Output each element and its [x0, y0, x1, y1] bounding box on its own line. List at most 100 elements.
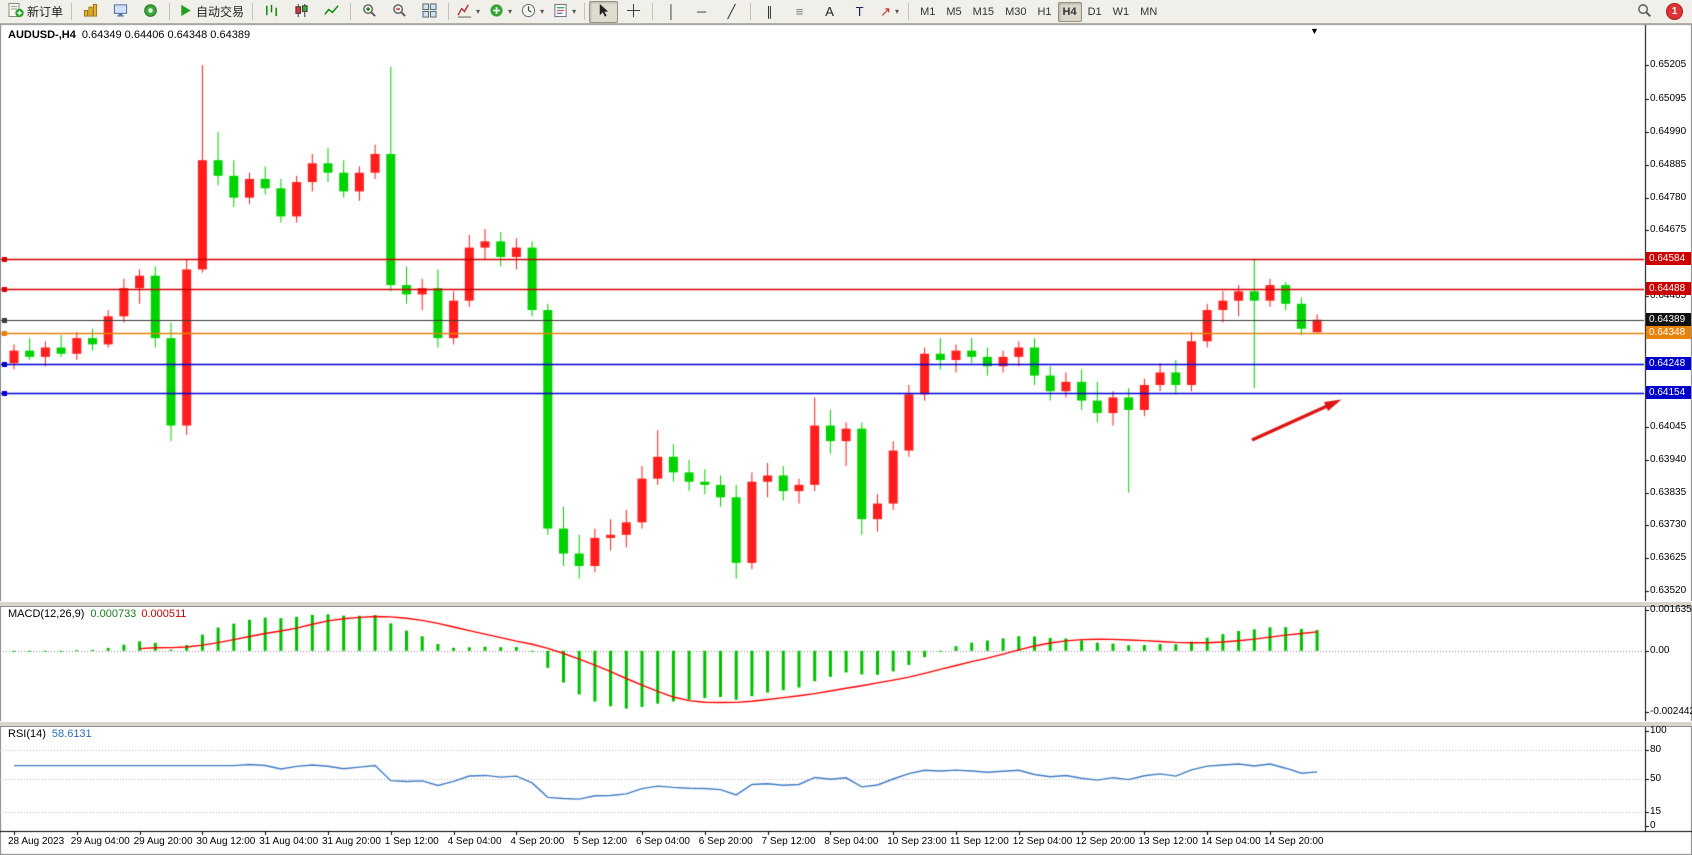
equidistant-channel-button[interactable]: ∥	[755, 1, 784, 23]
text-label-button[interactable]: T	[845, 1, 874, 23]
chevron-down-icon: ▾	[895, 7, 900, 16]
time-axis-label: 29 Aug 04:00	[70, 836, 130, 847]
price-axis-tick: 0.64990	[1650, 126, 1687, 138]
time-axis-label: 11 Sep 12:00	[950, 836, 1009, 847]
charts-button[interactable]	[76, 1, 105, 23]
clock-icon	[521, 3, 536, 21]
plus-icon	[489, 3, 504, 21]
time-axis-label: 14 Sep 20:00	[1264, 836, 1324, 847]
g-trend-icon: ╱	[727, 4, 736, 19]
rsi-panel-header: RSI(14) 58.6131	[8, 728, 92, 740]
periods-button[interactable]: ▾	[517, 1, 548, 23]
timeframe-mn-button[interactable]: MN	[1140, 5, 1158, 18]
timeframe-w1-button[interactable]: W1	[1112, 5, 1130, 18]
toolbar-separator	[584, 3, 586, 20]
zoom-out-button[interactable]	[385, 1, 414, 23]
chevron-down-icon: ▾	[572, 7, 577, 16]
market-watch-button[interactable]	[106, 1, 135, 23]
macd-main-value: 0.000733	[90, 608, 137, 620]
bars-icon	[264, 3, 279, 21]
timeframe-m15-button[interactable]: M15	[972, 5, 995, 18]
price-badge: 0.64248	[1646, 356, 1691, 370]
toolbar-separator	[169, 3, 171, 20]
crosshair-button[interactable]	[619, 1, 648, 23]
candlestick-chart-button[interactable]	[287, 1, 316, 23]
bar-chart-button[interactable]	[257, 1, 286, 23]
navigator-button[interactable]	[136, 1, 165, 23]
toolbar-separator	[448, 3, 450, 20]
templates-button[interactable]: ▾	[549, 1, 580, 23]
rsi-axis-tick: 15	[1650, 805, 1662, 817]
add-indicator-button[interactable]: ▾	[485, 1, 516, 23]
toolbar-separator	[908, 3, 910, 20]
time-axis-label: 13 Sep 12:00	[1138, 836, 1198, 847]
price-axis-tick: 0.65095	[1650, 93, 1687, 105]
auto-trading-button[interactable]: 自动交易	[174, 1, 248, 23]
horizontal-line-button[interactable]: ─	[687, 1, 716, 23]
macd-axis-tick: -0.002442	[1650, 705, 1692, 717]
zoom-in-button[interactable]	[355, 1, 384, 23]
time-axis-label: 12 Sep 20:00	[1075, 836, 1136, 847]
panel-divider-rsi[interactable]	[0, 721, 1692, 727]
time-axis-label: 4 Sep 04:00	[447, 836, 502, 847]
new-order-button[interactable]: 新订单	[4, 1, 67, 23]
price-axis-tick: 0.64465	[1650, 289, 1687, 301]
time-axis-label: 31 Aug 20:00	[322, 836, 381, 847]
timeframe-h1-button[interactable]: H1	[1037, 5, 1052, 18]
arrows-button[interactable]: ↗ ▾	[875, 1, 904, 23]
price-axis-tick: 0.64675	[1650, 224, 1687, 236]
toolbar-separator	[652, 3, 654, 20]
crosshair-icon	[626, 3, 641, 21]
macd-axis-tick: 0.00	[1650, 644, 1670, 656]
cursor-button[interactable]	[589, 0, 619, 23]
auto-trading-label: 自动交易	[196, 5, 245, 19]
price-axis-tick: 0.64885	[1650, 158, 1687, 170]
toolbar-right: 1	[1630, 1, 1688, 23]
g-hline-icon: ─	[696, 4, 707, 19]
search-button[interactable]	[1630, 1, 1659, 23]
line-chart-button[interactable]	[317, 1, 346, 23]
timeframe-m5-button[interactable]: M5	[946, 5, 962, 18]
tile-windows-button[interactable]	[415, 1, 444, 23]
time-axis-label: 28 Aug 2023	[8, 836, 65, 847]
chart-ohlc: 0.64349 0.64406 0.64348 0.64389	[81, 29, 251, 41]
time-axis-label: 1 Sep 12:00	[384, 836, 439, 847]
rsi-label: RSI(14)	[8, 728, 46, 740]
zoom-out-icon	[392, 3, 407, 21]
play-icon	[178, 3, 193, 21]
fibonacci-button[interactable]: ≡	[785, 1, 814, 23]
time-axis-label: 4 Sep 20:00	[510, 836, 565, 847]
indicator-icon	[457, 3, 472, 21]
price-axis-tick: 0.65205	[1650, 59, 1687, 70]
g-vline-icon: │	[667, 4, 676, 19]
timeframe-m1-button[interactable]: M1	[920, 5, 936, 18]
notification-badge[interactable]: 1	[1666, 3, 1683, 20]
toolbar-separator	[252, 3, 254, 20]
tile-icon	[422, 2, 437, 21]
timeframe-h4-button[interactable]: H4	[1057, 1, 1082, 22]
g-channel-icon: ∥	[766, 4, 773, 19]
chart-title: AUDUSD-,H4 0.64349 0.64406 0.64348 0.6438…	[8, 29, 250, 41]
timeframe-bar: M1 M5 M15 M30 H1 H4 D1 W1 MN	[915, 1, 1162, 22]
price-badge: 0.64154	[1646, 386, 1691, 400]
panel-divider-macd[interactable]	[0, 601, 1692, 607]
timeframe-d1-button[interactable]: D1	[1087, 5, 1102, 18]
candles-icon	[294, 3, 309, 21]
indicators-button[interactable]: ▾	[453, 1, 484, 23]
zoom-in-icon	[362, 3, 377, 21]
price-axis-tick: 0.63625	[1650, 552, 1687, 564]
toolbar-separator	[750, 3, 752, 20]
vertical-line-button[interactable]: │	[657, 1, 686, 23]
price-axis-tick: 0.63940	[1650, 453, 1687, 465]
search-icon	[1637, 3, 1652, 21]
rsi-value: 58.6131	[51, 728, 92, 740]
cursor-icon	[596, 3, 611, 21]
time-axis-label: 7 Sep 12:00	[761, 836, 816, 847]
line-icon	[324, 3, 339, 21]
rsi-axis-tick: 50	[1650, 772, 1662, 784]
time-axis-label: 29 Aug 20:00	[133, 836, 193, 847]
text-button[interactable]: A	[815, 1, 844, 23]
timeframe-m30-button[interactable]: M30	[1005, 5, 1027, 18]
trend-line-button[interactable]: ╱	[717, 1, 746, 23]
